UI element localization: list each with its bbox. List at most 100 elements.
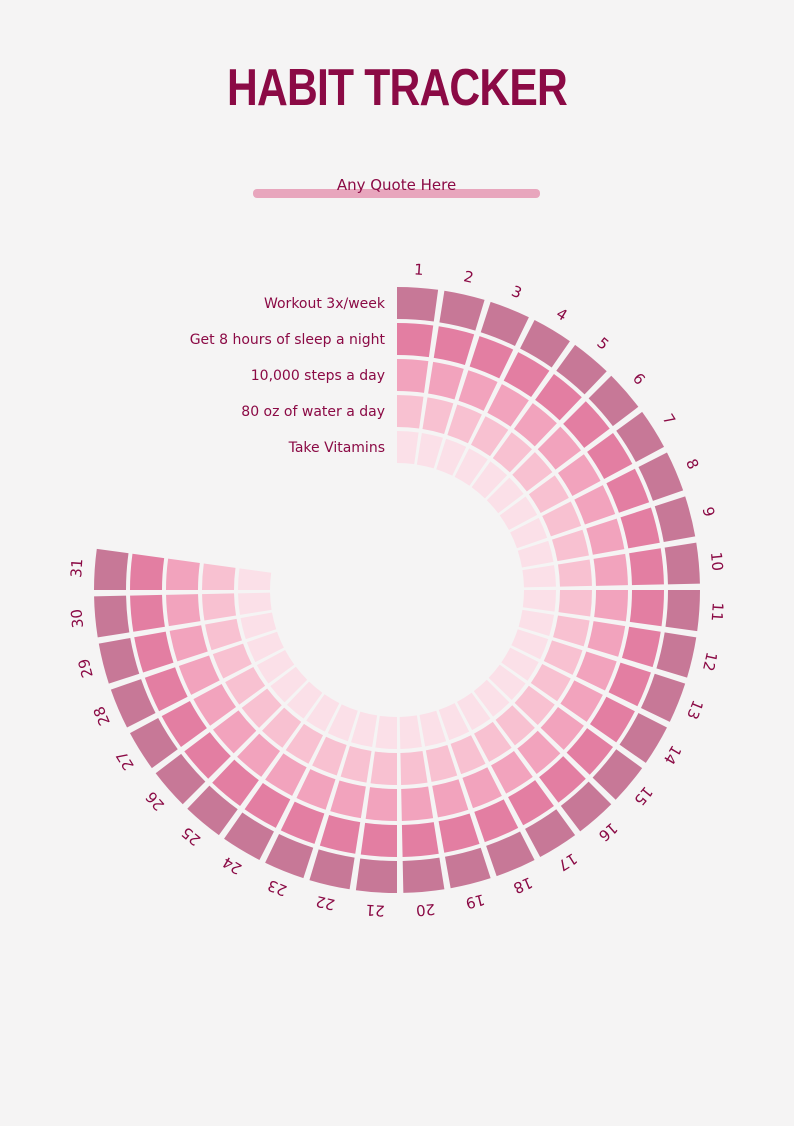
habit-cell-ring-3-day-6[interactable] [537,426,581,470]
habit-cell-ring-2-day-30[interactable] [130,594,165,632]
habit-cell-ring-2-day-26[interactable] [184,732,231,779]
habit-cell-ring-2-day-2[interactable] [433,326,475,366]
habit-cell-ring-3-day-15[interactable] [540,706,584,750]
habit-cell-ring-3-day-21[interactable] [365,787,397,821]
habit-cell-ring-5-day-14[interactable] [501,647,539,681]
habit-cell-ring-4-day-29[interactable] [205,618,242,651]
habit-cell-ring-2-day-11[interactable] [629,590,665,627]
habit-cell-ring-1-day-28[interactable] [110,679,156,728]
habit-cell-ring-4-day-24[interactable] [285,723,323,764]
habit-cell-ring-1-day-3[interactable] [480,301,529,347]
habit-cell-ring-5-day-7[interactable] [499,496,538,530]
habit-cell-ring-2-day-4[interactable] [503,352,550,398]
habit-cell-ring-1-day-11[interactable] [665,590,700,632]
habit-cell-ring-3-day-19[interactable] [432,779,469,818]
habit-cell-ring-1-day-9[interactable] [654,496,696,543]
habit-cell-ring-1-day-6[interactable] [588,375,639,427]
habit-cell-ring-3-day-29[interactable] [169,625,208,662]
habit-cell-ring-1-day-24[interactable] [224,812,274,860]
habit-cell-ring-5-day-10[interactable] [522,565,556,588]
habit-cell-ring-4-day-19[interactable] [425,745,458,782]
habit-cell-ring-3-day-1[interactable] [397,359,429,393]
habit-cell-ring-2-day-20[interactable] [401,822,439,857]
habit-cell-ring-2-day-21[interactable] [360,822,397,857]
habit-cell-ring-3-day-24[interactable] [265,753,307,796]
habit-cell-ring-2-day-17[interactable] [508,780,554,826]
habit-cell-ring-4-day-10[interactable] [557,559,592,587]
habit-cell-ring-5-day-29[interactable] [240,612,277,640]
habit-cell-ring-3-day-17[interactable] [491,750,533,794]
habit-cell-ring-2-day-22[interactable] [319,814,361,854]
habit-cell-ring-5-day-4[interactable] [454,448,488,486]
habit-cell-ring-4-day-13[interactable] [543,640,583,675]
habit-cell-ring-4-day-25[interactable] [262,707,302,748]
habit-cell-ring-1-day-25[interactable] [187,785,238,836]
habit-cell-ring-3-day-25[interactable] [237,733,281,777]
habit-cell-ring-5-day-8[interactable] [510,517,548,549]
habit-cell-ring-4-day-9[interactable] [552,529,589,562]
habit-cell-ring-4-day-12[interactable] [553,615,590,647]
habit-cell-ring-2-day-14[interactable] [589,696,635,743]
habit-cell-ring-3-day-28[interactable] [178,655,220,695]
habit-cell-ring-3-day-13[interactable] [576,651,617,691]
habit-cell-ring-5-day-2[interactable] [416,432,443,469]
habit-cell-ring-3-day-20[interactable] [401,786,434,821]
habit-cell-ring-4-day-23[interactable] [312,736,347,776]
habit-cell-ring-4-day-14[interactable] [530,664,571,702]
habit-cell-ring-4-day-27[interactable] [225,667,266,705]
habit-cell-ring-4-day-1[interactable] [397,395,424,429]
habit-cell-ring-3-day-9[interactable] [586,518,625,555]
habit-cell-ring-5-day-24[interactable] [306,694,340,732]
habit-cell-ring-4-day-31[interactable] [202,563,236,590]
habit-cell-ring-5-day-18[interactable] [438,703,470,741]
habit-cell-ring-1-day-19[interactable] [444,847,491,889]
habit-cell-ring-1-day-27[interactable] [129,718,178,769]
habit-cell-ring-4-day-16[interactable] [495,705,535,746]
habit-cell-ring-5-day-16[interactable] [473,679,510,717]
habit-cell-ring-1-day-10[interactable] [664,542,700,585]
habit-cell-ring-5-day-12[interactable] [518,609,555,636]
habit-cell-ring-5-day-3[interactable] [436,438,467,476]
habit-cell-ring-4-day-17[interactable] [474,721,512,762]
habit-cell-ring-3-day-22[interactable] [330,780,366,819]
habit-cell-ring-4-day-8[interactable] [542,501,582,537]
habit-cell-ring-5-day-6[interactable] [486,477,524,514]
habit-cell-ring-2-day-16[interactable] [539,756,586,803]
habit-cell-ring-5-day-5[interactable] [471,461,508,499]
habit-cell-ring-5-day-20[interactable] [399,715,422,749]
habit-cell-ring-5-day-11[interactable] [522,590,556,612]
habit-cell-ring-2-day-29[interactable] [134,631,174,673]
habit-cell-ring-5-day-9[interactable] [517,540,554,568]
habit-cell-ring-4-day-3[interactable] [447,404,482,444]
habit-cell-ring-3-day-8[interactable] [574,485,616,525]
habit-cell-ring-2-day-10[interactable] [629,548,664,586]
habit-cell-ring-3-day-11[interactable] [594,590,628,622]
habit-cell-ring-5-day-26[interactable] [270,666,308,703]
habit-cell-ring-4-day-2[interactable] [422,397,454,434]
habit-cell-ring-2-day-8[interactable] [606,468,650,513]
habit-cell-ring-1-day-14[interactable] [619,713,667,763]
habit-cell-ring-4-day-11[interactable] [558,590,592,617]
habit-cell-ring-2-day-31[interactable] [130,553,165,590]
habit-cell-ring-2-day-27[interactable] [161,701,207,747]
habit-cell-ring-1-day-16[interactable] [560,781,612,832]
habit-cell-ring-2-day-24[interactable] [244,782,291,828]
habit-cell-ring-5-day-25[interactable] [286,681,323,719]
habit-cell-ring-1-day-21[interactable] [355,858,397,893]
habit-cell-ring-3-day-31[interactable] [166,558,200,590]
habit-cell-ring-5-day-30[interactable] [238,592,272,615]
habit-cell-ring-1-day-13[interactable] [640,673,686,722]
habit-cell-ring-1-day-22[interactable] [309,849,355,890]
habit-cell-ring-2-day-7[interactable] [587,433,633,479]
habit-cell-ring-1-day-23[interactable] [265,833,314,879]
habit-cell-ring-5-day-28[interactable] [246,631,284,663]
habit-cell-ring-3-day-2[interactable] [428,361,464,400]
habit-cell-ring-3-day-23[interactable] [296,769,336,810]
habit-cell-ring-3-day-4[interactable] [487,384,529,427]
habit-cell-ring-2-day-19[interactable] [438,813,480,853]
habit-cell-ring-2-day-9[interactable] [620,507,660,549]
habit-cell-ring-4-day-20[interactable] [400,750,428,785]
habit-cell-ring-3-day-3[interactable] [458,370,498,411]
habit-cell-ring-2-day-3[interactable] [469,336,514,379]
habit-cell-ring-3-day-16[interactable] [517,730,561,774]
